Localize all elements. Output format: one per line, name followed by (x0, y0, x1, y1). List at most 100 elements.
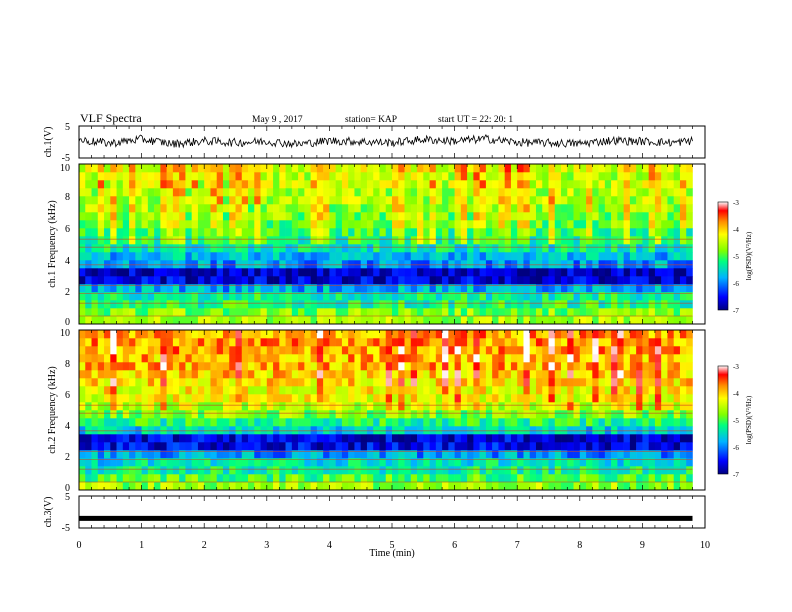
spectrogram-cell (310, 196, 318, 205)
spectrogram-cell (204, 252, 211, 261)
spectrogram-cell (479, 284, 487, 293)
spectrogram-cell (104, 300, 111, 309)
spectrogram-cell (479, 474, 487, 483)
spectrogram-cell (91, 458, 99, 467)
spectrogram-cell (667, 458, 674, 467)
spectrogram-cell (85, 410, 92, 419)
spectrogram-cell (141, 458, 149, 467)
spectrogram-cell (122, 172, 130, 181)
spectrogram-cell (366, 196, 374, 205)
spectrogram-cell (586, 450, 593, 459)
spectrogram-cell (248, 220, 255, 229)
spectrogram-cell (542, 434, 549, 443)
spectrogram-cell (392, 188, 399, 197)
spectrogram-cell (185, 474, 192, 483)
spectrogram-cell (166, 378, 174, 387)
spectrogram-cell (510, 212, 518, 221)
spectrogram-cell (467, 276, 474, 285)
spectrogram-cell (310, 450, 318, 459)
spectrogram-cell (166, 338, 174, 347)
spectrogram-cell (617, 252, 624, 261)
spectrogram-cell (210, 410, 218, 419)
spectrogram-cell (147, 482, 155, 491)
spectrogram-cell (535, 236, 543, 245)
spectrogram-cell (222, 244, 230, 253)
spectrogram-cell (554, 426, 562, 435)
spectrogram-cell (510, 402, 518, 411)
spectrogram-cell (561, 378, 568, 387)
spectrogram-cell (554, 180, 562, 189)
spectrogram-cell (379, 244, 387, 253)
spectrogram-cell (329, 442, 336, 451)
spectrogram-cell (623, 330, 631, 339)
spectrogram-cell (604, 268, 612, 277)
spectrogram-cell (291, 228, 299, 237)
spectrogram-cell (141, 284, 149, 293)
spectrogram-cell (592, 362, 599, 371)
spectrogram-cell (204, 180, 211, 189)
spectrogram-cell (104, 466, 111, 475)
spectrogram-cell (460, 276, 468, 285)
spectrogram-cell (116, 346, 124, 355)
spectrogram-cell (248, 418, 255, 427)
spectrogram-cell (166, 410, 174, 419)
spectrogram-cell (222, 196, 230, 205)
spectrogram-cell (673, 276, 681, 285)
ch1-ytick-10: 10 (60, 163, 70, 174)
spectrogram-cell (154, 236, 161, 245)
spectrogram-cell (686, 482, 693, 491)
spectrogram-cell (160, 188, 167, 197)
spectrogram-cell (485, 212, 493, 221)
spectrogram-cell (417, 466, 424, 475)
ch2-spectrogram-image (79, 330, 693, 491)
spectrogram-cell (79, 386, 86, 395)
spectrogram-cell (504, 164, 512, 173)
spectrogram-cell (79, 466, 86, 475)
spectrogram-cell (617, 188, 624, 197)
spectrogram-cell (392, 458, 399, 467)
spectrogram-cell (673, 284, 681, 293)
spectrogram-cell (210, 220, 218, 229)
spectrogram-cell (648, 260, 656, 269)
ch2-ytick-6: 6 (65, 390, 70, 401)
spectrogram-cell (97, 164, 105, 173)
spectrogram-cell (285, 354, 293, 363)
spectrogram-cell (561, 180, 568, 189)
spectrogram-cell (542, 260, 549, 269)
spectrogram-cell (448, 260, 455, 269)
spectrogram-cell (485, 188, 493, 197)
spectrogram-cell (104, 450, 111, 459)
spectrogram-cell (210, 394, 218, 403)
spectrogram-cell (648, 268, 656, 277)
spectrogram-cell (661, 450, 668, 459)
spectrogram-cell (410, 180, 418, 189)
spectrogram-cell (216, 268, 224, 277)
spectrogram-cell (586, 418, 593, 427)
spectrogram-cell (354, 284, 361, 293)
spectrogram-cell (248, 244, 255, 253)
spectrogram-cell (654, 482, 662, 491)
spectrogram-cell (592, 196, 599, 205)
spectrogram-cell (561, 466, 568, 475)
spectrogram-cell (548, 188, 556, 197)
spectrogram-cell (291, 418, 299, 427)
spectrogram-cell (598, 442, 606, 451)
spectrogram-cell (116, 474, 124, 483)
spectrogram-cell (586, 196, 593, 205)
spectrogram-cell (686, 458, 693, 467)
spectrogram-cell (404, 458, 412, 467)
spectrogram-cell (310, 276, 318, 285)
spectrogram-cell (548, 276, 556, 285)
spectrogram-cell (561, 244, 568, 253)
spectrogram-cell (636, 300, 643, 309)
spectrogram-cell (385, 386, 393, 395)
spectrogram-cell (454, 180, 462, 189)
spectrogram-cell (235, 164, 243, 173)
spectrogram-cell (442, 442, 449, 451)
spectrogram-cell (366, 260, 374, 269)
spectrogram-cell (504, 354, 512, 363)
spectrogram-cell (623, 434, 631, 443)
spectrogram-cell (517, 386, 524, 395)
spectrogram-cell (116, 164, 124, 173)
spectrogram-cell (404, 442, 412, 451)
